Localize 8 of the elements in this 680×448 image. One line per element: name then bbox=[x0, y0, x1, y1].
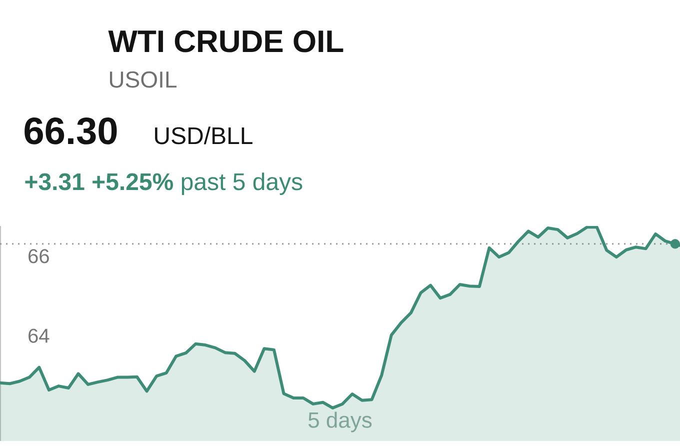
x-axis-title: 5 days bbox=[308, 412, 372, 432]
chart-title: WTI CRUDE OIL bbox=[108, 30, 344, 52]
chart-subtitle: USOIL bbox=[110, 71, 176, 88]
y-tick-label: 64 bbox=[28, 328, 50, 343]
text: USD/BLL bbox=[155, 126, 252, 144]
text: +3.31 +5.25% past 5 days bbox=[25, 172, 302, 195]
text: 66.30 bbox=[24, 117, 117, 144]
y-tick-label: 66 bbox=[28, 249, 49, 264]
